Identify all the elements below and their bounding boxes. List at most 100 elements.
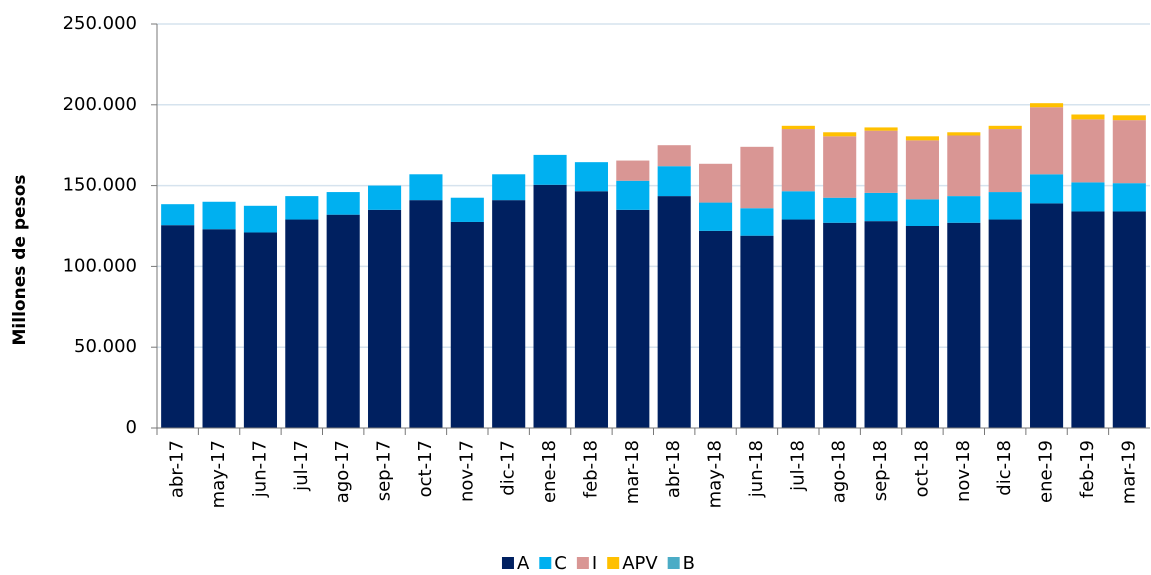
bar-segment bbox=[1112, 183, 1146, 212]
x-tick-label: ene-19 bbox=[1036, 440, 1057, 503]
bar-segment bbox=[657, 145, 691, 167]
bar-segment bbox=[574, 191, 608, 428]
legend-swatch bbox=[501, 557, 514, 569]
bar-segment bbox=[1071, 182, 1105, 212]
bar-segment bbox=[326, 192, 360, 215]
bar-segment bbox=[1071, 119, 1105, 183]
bar-segment bbox=[243, 232, 277, 428]
bar-segment bbox=[657, 196, 691, 428]
bar-segment bbox=[533, 154, 567, 185]
y-tick-label: 0 bbox=[126, 417, 137, 438]
bar-segment bbox=[864, 130, 898, 193]
bar-segment bbox=[533, 184, 567, 428]
bar-segment bbox=[243, 205, 277, 233]
legend-label: I bbox=[592, 553, 597, 571]
x-tick-label: nov-18 bbox=[953, 440, 974, 502]
y-tick-label: 150.000 bbox=[63, 175, 137, 196]
bar-segment bbox=[699, 163, 733, 203]
bar-segment bbox=[740, 208, 774, 236]
bar-segment bbox=[823, 222, 857, 428]
x-tick-label: jun-18 bbox=[746, 440, 767, 498]
bar-segment bbox=[823, 197, 857, 223]
bar-segment bbox=[492, 200, 526, 428]
bar-segment bbox=[1030, 103, 1064, 108]
x-tick-label: jul-17 bbox=[291, 440, 312, 492]
x-tick-label: abr-17 bbox=[167, 440, 188, 498]
x-tick-label: ago-17 bbox=[332, 440, 353, 503]
y-tick-label: 250.000 bbox=[63, 13, 137, 34]
bar-segment bbox=[616, 160, 650, 181]
y-tick-label: 200.000 bbox=[63, 94, 137, 115]
bar-segment bbox=[988, 219, 1022, 428]
legend-label: C bbox=[554, 553, 567, 571]
bar-segment bbox=[781, 129, 815, 192]
bar-segment bbox=[988, 192, 1022, 220]
bar-segment bbox=[1112, 115, 1146, 121]
bar-segment bbox=[781, 219, 815, 428]
y-tick-label: 100.000 bbox=[63, 255, 137, 276]
bar-segment bbox=[657, 166, 691, 197]
bar-segment bbox=[781, 125, 815, 130]
bar-segment bbox=[905, 140, 939, 200]
x-tick-label: ene-18 bbox=[539, 440, 560, 503]
bar-segment bbox=[492, 174, 526, 201]
bar-segment bbox=[988, 129, 1022, 193]
bar-segment bbox=[450, 221, 484, 428]
x-tick-label: feb-18 bbox=[580, 440, 601, 498]
y-tick-label: 50.000 bbox=[74, 336, 137, 357]
x-tick-label: sep-18 bbox=[870, 440, 891, 501]
bar-segment bbox=[1112, 120, 1146, 184]
bar-segment bbox=[905, 136, 939, 141]
bar-segment bbox=[864, 192, 898, 222]
bar-segment bbox=[823, 132, 857, 137]
bar-segment bbox=[947, 135, 981, 197]
bar-segment bbox=[1030, 203, 1064, 428]
bar-segment bbox=[988, 125, 1022, 130]
bar-segment bbox=[202, 201, 236, 230]
bar-segment bbox=[864, 221, 898, 428]
bar-segment bbox=[409, 174, 443, 201]
legend-label: B bbox=[683, 553, 695, 571]
x-tick-label: mar-18 bbox=[622, 440, 643, 504]
bar-segment bbox=[368, 209, 402, 428]
bar-segment bbox=[740, 235, 774, 428]
x-tick-label: jun-17 bbox=[249, 440, 270, 498]
bar-segment bbox=[699, 202, 733, 231]
bar-segment bbox=[326, 214, 360, 428]
bar-segment bbox=[1071, 114, 1105, 120]
legend-swatch bbox=[607, 557, 620, 569]
bar-segment bbox=[1071, 211, 1105, 428]
bar-segment bbox=[616, 209, 650, 428]
bar-segment bbox=[699, 230, 733, 428]
legend-swatch bbox=[576, 557, 589, 569]
bar-segment bbox=[947, 222, 981, 428]
legend-label: APV bbox=[622, 553, 658, 571]
x-tick-label: feb-19 bbox=[1077, 440, 1098, 498]
x-tick-label: may-18 bbox=[705, 440, 726, 508]
x-tick-label: dic-17 bbox=[498, 440, 519, 496]
bar-segment bbox=[450, 197, 484, 222]
bar-segment bbox=[947, 196, 981, 223]
legend-label: A bbox=[517, 553, 530, 571]
x-tick-label: oct-18 bbox=[911, 440, 932, 497]
bar-segment bbox=[409, 200, 443, 428]
bar-segment bbox=[740, 146, 774, 209]
x-tick-label: mar-19 bbox=[1118, 440, 1139, 504]
bar-segment bbox=[368, 185, 402, 210]
x-tick-label: abr-18 bbox=[663, 440, 684, 498]
bar-segment bbox=[823, 136, 857, 198]
x-tick-label: nov-17 bbox=[456, 440, 477, 502]
bar-segment bbox=[1112, 211, 1146, 428]
bar-segment bbox=[202, 229, 236, 428]
bar-segment bbox=[781, 191, 815, 220]
x-tick-label: sep-17 bbox=[374, 440, 395, 501]
x-tick-label: may-17 bbox=[208, 440, 229, 508]
x-tick-label: oct-17 bbox=[415, 440, 436, 497]
bar-segment bbox=[905, 226, 939, 428]
bar-segment bbox=[947, 132, 981, 136]
y-axis-label: Millones de pesos bbox=[10, 175, 30, 346]
bar-segment bbox=[161, 204, 195, 226]
bar-segment bbox=[1030, 174, 1064, 204]
x-tick-label: dic-18 bbox=[994, 440, 1015, 496]
